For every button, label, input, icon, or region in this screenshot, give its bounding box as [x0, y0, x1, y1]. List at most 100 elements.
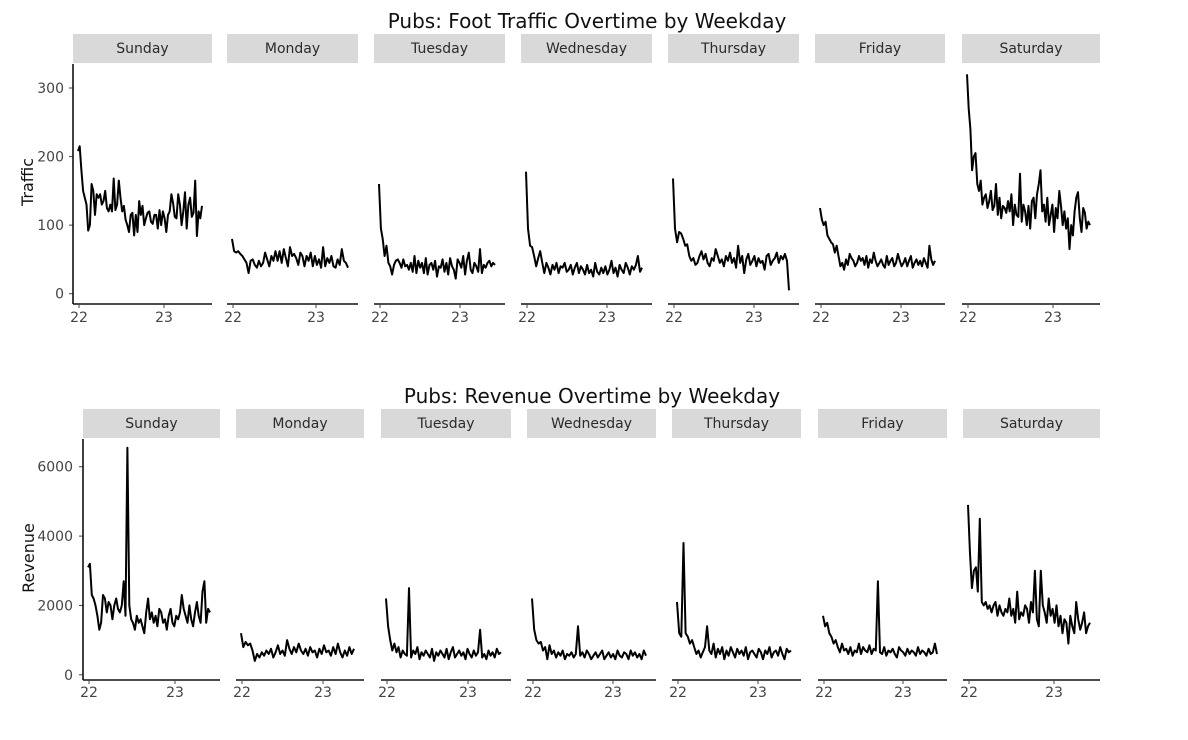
facet-wednesday: Wednesday 22 23	[518, 34, 652, 326]
x-tick-label: 23	[155, 310, 173, 326]
revenue-chart: Pubs: Revenue Overtime by Weekday Revenu…	[19, 384, 1100, 701]
facet-strip	[963, 409, 1100, 438]
facet-saturday: Saturday 22 23	[959, 34, 1100, 326]
y-tick-label: 300	[37, 81, 64, 97]
facet-friday: Friday 22 23	[815, 409, 947, 701]
facet-strip	[521, 34, 652, 63]
x-tick-label: 22	[80, 685, 98, 701]
facet-strip	[73, 34, 212, 63]
facet-thursday: Thursday 22 23	[669, 409, 801, 701]
facet-strip-label: Friday	[861, 416, 903, 432]
facet-tuesday: Tuesday 22 23	[371, 34, 505, 326]
series-line-monday	[240, 633, 355, 662]
facet-sunday: Sunday 22 23	[70, 34, 212, 326]
facet-friday: Friday 22 23	[812, 34, 945, 326]
x-tick-label: 22	[812, 310, 830, 326]
facet-strip-label: Saturday	[1000, 416, 1063, 432]
facet-strip-label: Friday	[859, 41, 901, 57]
facet-strip-label: Thursday	[703, 416, 769, 432]
facet-strip	[236, 409, 364, 438]
series-line-sunday	[87, 446, 211, 635]
x-tick-label: 23	[459, 685, 477, 701]
facet-strip	[962, 34, 1100, 63]
facet-saturday: Saturday 22 23	[960, 409, 1100, 701]
facet-sunday: Sunday 22 23	[80, 409, 220, 701]
x-tick-label: 22	[669, 685, 687, 701]
x-tick-label: 22	[960, 685, 978, 701]
x-tick-label: 22	[524, 685, 542, 701]
series-line-tuesday	[385, 587, 502, 662]
facet-strip	[227, 34, 358, 63]
facet-monday: Monday 22 23	[224, 34, 358, 326]
facet-strip	[818, 409, 947, 438]
facet-thursday: Thursday 22 23	[665, 34, 799, 326]
x-tick-label: 22	[518, 310, 536, 326]
facet-strip	[83, 409, 220, 438]
series-line-saturday	[967, 504, 1091, 645]
x-tick-label: 23	[1044, 310, 1062, 326]
x-tick-label: 23	[314, 685, 332, 701]
x-tick-label: 23	[307, 310, 325, 326]
x-tick-label: 23	[892, 310, 910, 326]
facet-monday: Monday 22 23	[233, 409, 364, 701]
revenue-chart-title: Pubs: Revenue Overtime by Weekday	[404, 384, 780, 408]
x-tick-label: 23	[1045, 685, 1063, 701]
x-tick-label: 22	[665, 310, 683, 326]
y-tick-label: 0	[64, 668, 73, 684]
traffic-chart-title: Pubs: Foot Traffic Overtime by Weekday	[388, 9, 787, 33]
series-line-tuesday	[378, 183, 496, 280]
facet-strip-label: Tuesday	[417, 416, 475, 432]
facet-strip	[672, 409, 801, 438]
y-tick-label: 200	[37, 150, 64, 166]
facet-strip-label: Sunday	[116, 41, 168, 57]
facet-tuesday: Tuesday 22 23	[378, 409, 511, 701]
x-tick-label: 22	[371, 310, 389, 326]
x-tick-label: 23	[894, 685, 912, 701]
facet-strip-label: Wednesday	[546, 41, 627, 57]
revenue-y-axis-label: Revenue	[19, 523, 38, 593]
x-tick-label: 22	[233, 685, 251, 701]
y-tick-label: 100	[37, 218, 64, 234]
series-line-saturday	[966, 74, 1091, 251]
facet-strip-label: Thursday	[700, 41, 766, 57]
x-tick-label: 23	[749, 685, 767, 701]
series-line-wednesday	[531, 598, 647, 661]
facet-strip-label: Wednesday	[551, 416, 632, 432]
traffic-y-axis-label: Traffic	[18, 158, 37, 207]
facet-strip	[381, 409, 511, 438]
x-tick-label: 23	[598, 310, 616, 326]
facet-strip-label: Monday	[272, 416, 327, 432]
facet-strip-label: Sunday	[125, 416, 177, 432]
facet-strip	[527, 409, 656, 438]
series-line-monday	[231, 238, 349, 275]
x-tick-label: 22	[70, 310, 88, 326]
x-tick-label: 22	[378, 685, 396, 701]
x-tick-label: 22	[959, 310, 977, 326]
traffic-y-axis-ticks: 0 100 200 300	[37, 81, 73, 303]
x-tick-label: 23	[745, 310, 763, 326]
series-line-sunday	[77, 145, 203, 238]
x-tick-label: 22	[224, 310, 242, 326]
y-tick-label: 0	[55, 287, 64, 303]
facet-strip-label: Monday	[265, 41, 320, 57]
facet-strip-label: Saturday	[999, 41, 1062, 57]
facet-strip-label: Tuesday	[410, 41, 468, 57]
facet-wednesday: Wednesday 22 23	[524, 409, 656, 701]
facet-strip	[374, 34, 505, 63]
series-line-thursday	[676, 542, 792, 661]
y-tick-label: 2000	[37, 598, 73, 614]
series-line-friday	[819, 207, 936, 271]
x-tick-label: 23	[451, 310, 469, 326]
x-tick-label: 22	[815, 685, 833, 701]
x-tick-label: 23	[166, 685, 184, 701]
y-tick-label: 6000	[37, 460, 73, 476]
series-line-friday	[822, 580, 938, 659]
series-line-thursday	[672, 178, 790, 291]
traffic-chart: Pubs: Foot Traffic Overtime by Weekday T…	[18, 9, 1100, 326]
x-tick-label: 23	[604, 685, 622, 701]
facet-strip	[668, 34, 799, 63]
revenue-y-axis-ticks: 0 2000 4000 6000	[37, 460, 83, 684]
